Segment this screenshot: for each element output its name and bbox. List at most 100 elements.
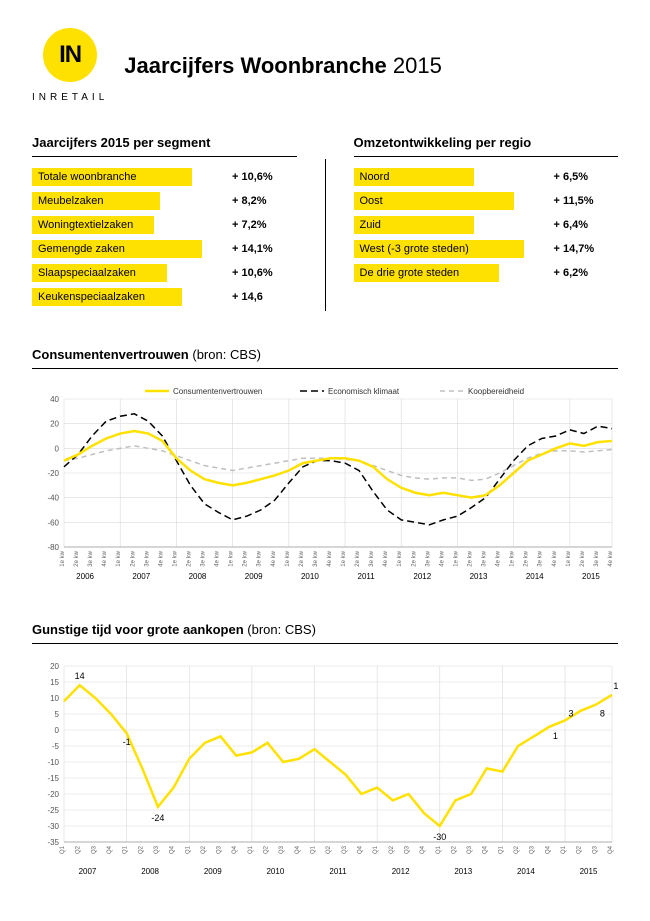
svg-text:1: 1: [553, 731, 558, 741]
svg-text:1e kw: 1e kw: [285, 550, 291, 566]
svg-text:1e kw: 1e kw: [510, 550, 516, 566]
chart2-svg: -35-30-25-20-15-10-505101520Q1Q2Q3Q42007…: [32, 656, 618, 876]
svg-text:Q4: Q4: [545, 845, 551, 854]
svg-text:2010: 2010: [301, 572, 319, 581]
bar-row: Woningtextielzaken+ 7,2%: [32, 215, 297, 235]
svg-text:Q2: Q2: [326, 845, 332, 854]
svg-text:0: 0: [55, 444, 60, 453]
svg-text:2014: 2014: [517, 867, 535, 876]
svg-text:2012: 2012: [413, 572, 431, 581]
svg-text:Q4: Q4: [420, 845, 426, 854]
svg-text:-1: -1: [123, 737, 131, 747]
svg-text:3e kw: 3e kw: [594, 550, 600, 566]
svg-text:4e kw: 4e kw: [439, 550, 445, 566]
svg-text:1e kw: 1e kw: [397, 550, 403, 566]
svg-text:10: 10: [50, 694, 59, 703]
svg-text:1e kw: 1e kw: [566, 550, 572, 566]
logo-circle: IN: [43, 28, 97, 82]
svg-text:15: 15: [50, 678, 59, 687]
svg-text:2015: 2015: [580, 867, 598, 876]
bar-row: Zuid+ 6,4%: [354, 215, 619, 235]
page-title: Jaarcijfers Woonbranche 2015: [124, 53, 442, 79]
svg-text:Q3: Q3: [342, 845, 348, 854]
svg-text:14: 14: [75, 671, 85, 681]
svg-text:Q4: Q4: [170, 845, 176, 854]
svg-text:2008: 2008: [189, 572, 207, 581]
svg-text:Q4: Q4: [295, 845, 301, 854]
svg-text:3e kw: 3e kw: [201, 550, 207, 566]
svg-text:2013: 2013: [470, 572, 488, 581]
svg-text:Q2: Q2: [389, 845, 395, 854]
svg-text:-30: -30: [433, 832, 446, 842]
svg-text:1e kw: 1e kw: [172, 550, 178, 566]
svg-text:0: 0: [55, 726, 60, 735]
svg-text:40: 40: [50, 395, 59, 404]
logo: IN INRETAIL: [32, 28, 108, 103]
svg-text:3e kw: 3e kw: [482, 550, 488, 566]
bar-row: Noord + 6,5%: [354, 167, 619, 187]
svg-text:Q1: Q1: [311, 845, 317, 854]
svg-text:3e kw: 3e kw: [425, 550, 431, 566]
svg-text:Q4: Q4: [608, 845, 614, 854]
svg-text:2e kw: 2e kw: [243, 550, 249, 566]
svg-text:2006: 2006: [76, 572, 94, 581]
svg-text:Q3: Q3: [530, 845, 536, 854]
bar-row: Keukenspeciaalzaken+ 14,6: [32, 287, 297, 307]
svg-text:Q2: Q2: [138, 845, 144, 854]
svg-text:Q3: Q3: [217, 845, 223, 854]
bar-value: + 11,5%: [554, 195, 594, 207]
svg-text:1e kw: 1e kw: [229, 550, 235, 566]
svg-text:1e kw: 1e kw: [453, 550, 459, 566]
svg-text:3e kw: 3e kw: [144, 550, 150, 566]
svg-text:2011: 2011: [358, 572, 376, 581]
svg-text:Q4: Q4: [357, 845, 363, 854]
bar-row: De drie grote steden+ 6,2%: [354, 263, 619, 283]
bar-label: Totale woonbranche: [38, 168, 136, 186]
svg-text:2e kw: 2e kw: [130, 550, 136, 566]
svg-text:2010: 2010: [266, 867, 284, 876]
svg-text:Q4: Q4: [107, 845, 113, 854]
svg-text:Q4: Q4: [232, 845, 238, 854]
svg-text:2009: 2009: [204, 867, 222, 876]
chart2-title: Gunstige tijd voor grote aankopen: [32, 622, 244, 637]
svg-text:Q3: Q3: [154, 845, 160, 854]
svg-text:Q3: Q3: [592, 845, 598, 854]
svg-text:Q1: Q1: [498, 845, 504, 854]
svg-text:Q1: Q1: [248, 845, 254, 854]
svg-text:-10: -10: [47, 758, 59, 767]
svg-text:20: 20: [50, 420, 59, 429]
chart1-svg: -80-60-40-20020401e kw2e kw3e kw4e kw200…: [32, 381, 618, 581]
svg-text:2015: 2015: [582, 572, 600, 581]
svg-text:-5: -5: [52, 742, 60, 751]
svg-text:-15: -15: [47, 774, 59, 783]
chart1-title: Consumentenvertrouwen: [32, 347, 189, 362]
bar-row: Totale woonbranche+ 10,6%: [32, 167, 297, 187]
svg-text:Q1: Q1: [561, 845, 567, 854]
bar-label: Gemengde zaken: [38, 240, 125, 258]
svg-text:3: 3: [569, 708, 574, 718]
title-bold: Jaarcijfers Woonbranche: [124, 53, 386, 78]
bar-row: Gemengde zaken + 14,1%: [32, 239, 297, 259]
bar-label: Woningtextielzaken: [38, 216, 133, 234]
svg-text:Q2: Q2: [514, 845, 520, 854]
chart-consumentenvertrouwen: Consumentenvertrouwen (bron: CBS) -80-60…: [32, 347, 618, 586]
regio-title: Omzetontwikkeling per regio: [354, 135, 619, 157]
svg-text:Q2: Q2: [451, 845, 457, 854]
bar-label: Zuid: [360, 216, 381, 234]
bar-row: West (-3 grote steden)+ 14,7%: [354, 239, 619, 259]
svg-text:2008: 2008: [141, 867, 159, 876]
svg-text:2007: 2007: [132, 572, 150, 581]
svg-text:4e kw: 4e kw: [383, 550, 389, 566]
bar-value: + 6,5%: [554, 171, 589, 183]
bar-label: Meubelzaken: [38, 192, 103, 210]
bar-value: + 14,1%: [232, 243, 273, 255]
svg-text:-30: -30: [47, 822, 59, 831]
svg-text:2009: 2009: [245, 572, 263, 581]
bar-label: Slaapspeciaalzaken: [38, 264, 136, 282]
svg-text:Q3: Q3: [91, 845, 97, 854]
svg-text:4e kw: 4e kw: [215, 550, 221, 566]
bar-value: + 6,2%: [554, 267, 589, 279]
bar-label: Noord: [360, 168, 390, 186]
svg-text:4e kw: 4e kw: [608, 550, 614, 566]
svg-text:Q2: Q2: [577, 845, 583, 854]
